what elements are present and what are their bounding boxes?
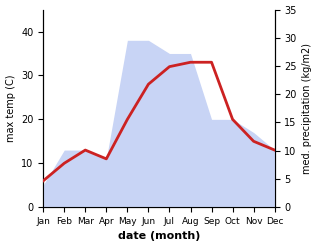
X-axis label: date (month): date (month): [118, 231, 200, 242]
Y-axis label: med. precipitation (kg/m2): med. precipitation (kg/m2): [302, 43, 313, 174]
Y-axis label: max temp (C): max temp (C): [5, 75, 16, 142]
